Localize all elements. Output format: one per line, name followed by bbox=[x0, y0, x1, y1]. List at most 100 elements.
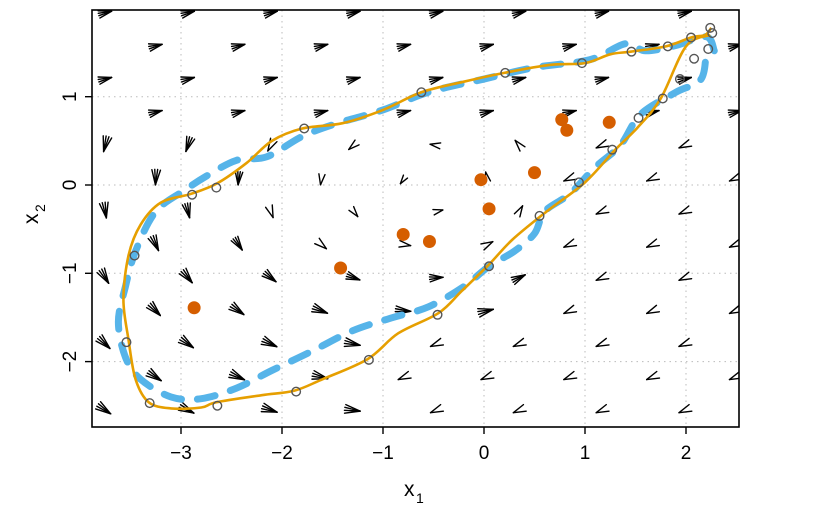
vector-arrow-icon bbox=[343, 337, 361, 348]
vector-arrow-icon bbox=[429, 337, 445, 348]
sample-circle bbox=[144, 398, 155, 409]
vector-arrow-icon bbox=[185, 135, 196, 153]
vector-arrow-icon bbox=[727, 43, 739, 52]
vector-arrow-icon bbox=[678, 337, 693, 348]
x-tick-label: −2 bbox=[271, 443, 293, 464]
observed-point bbox=[560, 123, 574, 137]
fitted-curve bbox=[122, 26, 713, 411]
vector-arrow-icon bbox=[645, 370, 661, 381]
sample-circle bbox=[484, 261, 495, 272]
vector-arrow-icon bbox=[727, 109, 739, 119]
sample-circle bbox=[187, 189, 198, 200]
observed-point bbox=[187, 301, 201, 315]
vector-arrow-icon bbox=[260, 402, 278, 413]
vector-arrow-icon bbox=[178, 267, 193, 284]
vector-arrow-icon bbox=[260, 335, 278, 348]
observed-point bbox=[482, 202, 496, 216]
sample-circle bbox=[689, 53, 700, 64]
vector-arrow-icon bbox=[147, 109, 163, 119]
sample-circle bbox=[299, 123, 310, 134]
sample-circle bbox=[432, 309, 443, 320]
vector-arrow-icon bbox=[480, 240, 494, 251]
dashed-trajectory bbox=[114, 33, 718, 404]
sample-circle bbox=[363, 354, 374, 365]
vector-arrow-icon bbox=[595, 337, 610, 348]
sample-circle bbox=[291, 386, 302, 397]
y-tick-label: −1 bbox=[60, 262, 81, 284]
sample-circle bbox=[212, 400, 223, 411]
observed-point bbox=[555, 113, 569, 127]
vector-arrow-icon bbox=[95, 334, 111, 350]
vector-arrow-icon bbox=[97, 10, 113, 19]
sample-circle bbox=[707, 28, 718, 39]
y-axis: −2 −1 0 1 bbox=[60, 91, 92, 372]
vector-arrow-icon bbox=[396, 109, 412, 119]
vector-arrow-icon bbox=[595, 205, 610, 215]
vector-arrow-icon bbox=[230, 235, 243, 251]
vector-arrow-icon bbox=[595, 403, 610, 414]
vector-arrow-icon bbox=[261, 268, 277, 283]
x-axis: −3 −2 −1 0 1 2 bbox=[170, 427, 691, 464]
vector-arrow-icon bbox=[180, 10, 196, 19]
vector-arrow-icon bbox=[479, 43, 495, 52]
vector-arrow-icon bbox=[646, 304, 660, 315]
sample-circle bbox=[607, 144, 618, 155]
vector-arrow-icon bbox=[234, 170, 244, 186]
observed-point bbox=[528, 166, 541, 180]
vector-arrow-icon bbox=[399, 174, 409, 185]
sample-circle bbox=[705, 22, 716, 33]
y-axis-label-subscript: 2 bbox=[32, 204, 48, 212]
vector-arrow-icon bbox=[595, 271, 610, 282]
x-tick-label: 1 bbox=[580, 443, 591, 464]
vector-arrow-icon bbox=[595, 139, 610, 149]
vector-arrow-icon bbox=[96, 267, 110, 284]
vector-arrow-icon bbox=[428, 273, 444, 283]
vector-arrow-icon bbox=[479, 109, 495, 119]
vector-arrow-icon bbox=[394, 305, 412, 316]
vector-arrow-icon bbox=[428, 76, 444, 85]
vector-arrow-icon bbox=[177, 334, 195, 349]
vector-arrow-icon bbox=[97, 76, 113, 85]
vector-arrow-icon bbox=[94, 401, 112, 415]
sample-circle bbox=[211, 182, 222, 193]
grid-lines bbox=[92, 10, 739, 427]
vector-arrow-icon bbox=[511, 76, 527, 85]
vector-arrow-icon bbox=[512, 403, 527, 414]
sample-circle bbox=[686, 32, 697, 43]
sample-circle bbox=[626, 46, 637, 57]
vector-arrow-icon bbox=[345, 271, 361, 281]
vector-arrow-icon bbox=[318, 173, 326, 186]
y-tick-label: 0 bbox=[60, 180, 81, 191]
observed-point bbox=[422, 235, 436, 249]
vector-arrow-icon bbox=[263, 76, 278, 85]
vector-arrow-icon bbox=[646, 172, 660, 182]
vector-arrow-icon bbox=[313, 109, 329, 119]
vector-arrow-icon bbox=[230, 109, 246, 119]
x-tick-label: −1 bbox=[372, 443, 394, 464]
x-axis-label-subscript: 1 bbox=[416, 490, 424, 506]
sample-circles bbox=[121, 22, 718, 411]
vector-arrow-icon bbox=[563, 238, 578, 248]
vector-arrow-icon bbox=[646, 238, 660, 248]
vector-arrow-icon bbox=[263, 10, 278, 19]
vector-arrow-icon bbox=[397, 370, 412, 381]
vector-arrow-icon bbox=[429, 403, 445, 414]
sample-circle bbox=[416, 87, 427, 98]
sample-circle bbox=[576, 58, 587, 69]
vector-arrow-icon bbox=[314, 237, 328, 250]
vector-arrow-icon bbox=[512, 337, 527, 348]
sample-circle bbox=[703, 44, 714, 55]
vector-arrow-icon bbox=[563, 172, 578, 182]
vector-arrow-icon bbox=[145, 367, 162, 382]
observed-point bbox=[396, 227, 410, 241]
vector-arrow-icon bbox=[228, 368, 246, 381]
vector-arrow-icon bbox=[594, 76, 610, 85]
vector-arrow-icon bbox=[728, 304, 739, 315]
vector-arrow-icon bbox=[343, 403, 361, 414]
sample-circle bbox=[633, 112, 644, 123]
vector-arrow-icon bbox=[563, 370, 578, 381]
vector-arrow-icon bbox=[345, 76, 361, 85]
vector-arrow-icon bbox=[477, 307, 495, 318]
vector-arrow-icon bbox=[230, 43, 246, 52]
